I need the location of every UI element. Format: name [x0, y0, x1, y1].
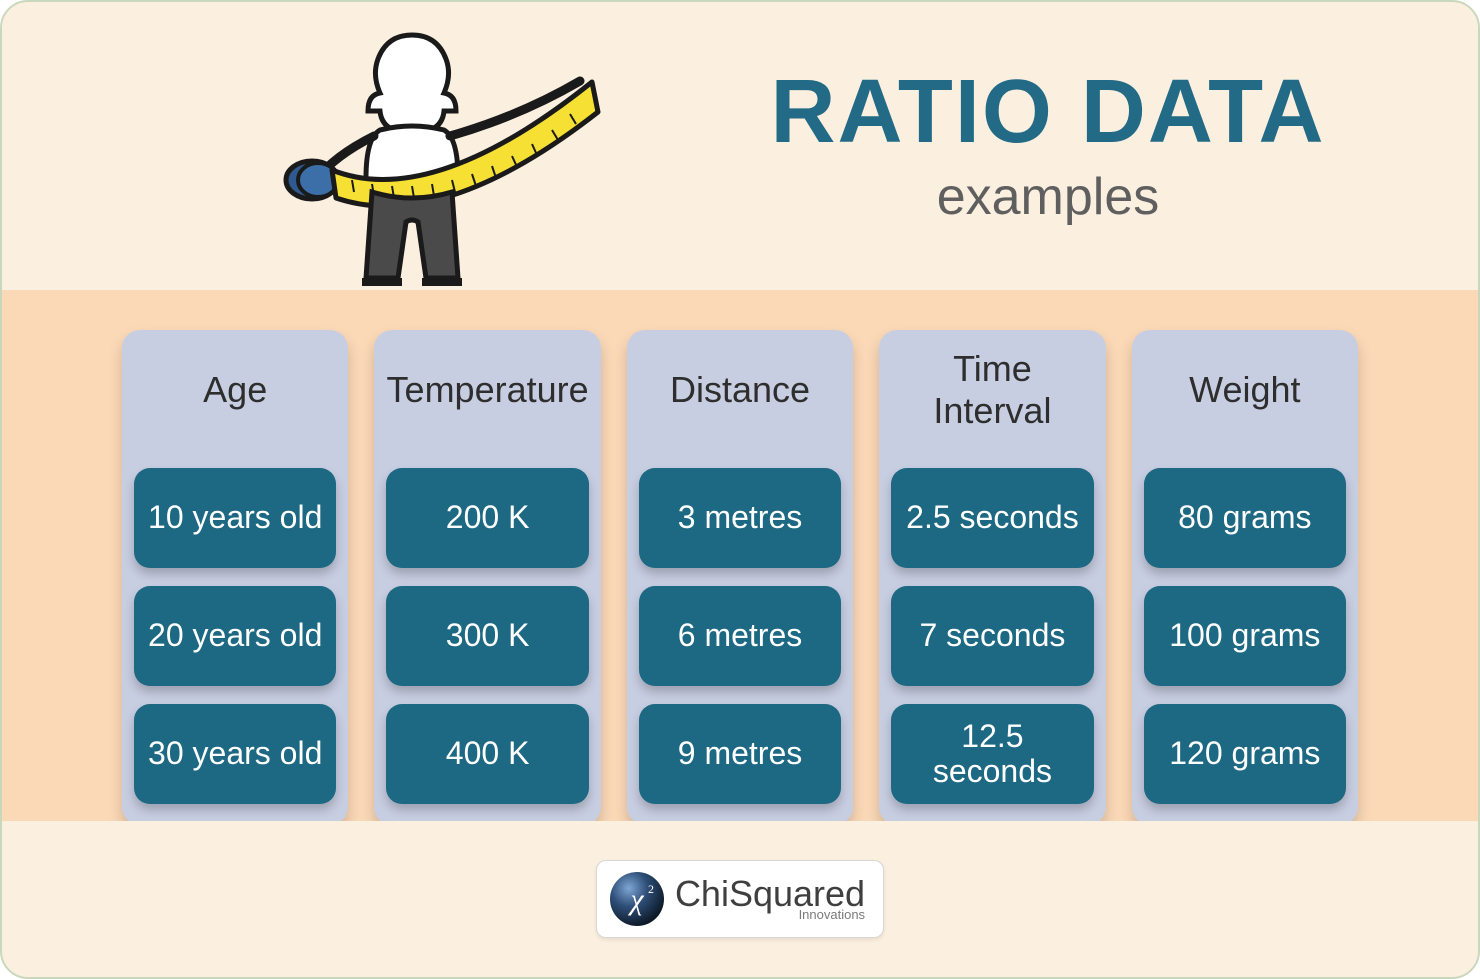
example-pill: 200 K	[386, 468, 588, 568]
footer-region: χ 2 ChiSquared Innovations	[2, 821, 1478, 977]
example-pill: 2.5 seconds	[891, 468, 1093, 568]
categories-row: Age 10 years old 20 years old 30 years o…	[2, 290, 1478, 825]
category-title: Weight	[1144, 330, 1346, 450]
example-pill: 12.5 seconds	[891, 704, 1093, 804]
example-pill: 10 years old	[134, 468, 336, 568]
category-title: Temperature	[386, 330, 588, 450]
page-title: RATIO DATA	[698, 67, 1398, 157]
example-pill: 80 grams	[1144, 468, 1346, 568]
svg-text:2: 2	[648, 882, 654, 896]
brand-name: ChiSquared	[675, 877, 865, 911]
example-pill: 300 K	[386, 586, 588, 686]
example-pill: 30 years old	[134, 704, 336, 804]
svg-text:χ: χ	[627, 883, 644, 916]
brand-logo: χ 2 ChiSquared Innovations	[596, 860, 884, 938]
category-card-weight: Weight 80 grams 100 grams 120 grams	[1132, 330, 1358, 825]
category-title: Time Interval	[891, 330, 1093, 450]
category-card-distance: Distance 3 metres 6 metres 9 metres	[627, 330, 853, 825]
tape-measure-person-icon	[262, 20, 622, 290]
example-pill: 100 grams	[1144, 586, 1346, 686]
example-pill: 20 years old	[134, 586, 336, 686]
example-pill: 7 seconds	[891, 586, 1093, 686]
brand-text-group: ChiSquared Innovations	[675, 877, 865, 922]
page-subtitle: examples	[698, 167, 1398, 227]
chi-squared-sphere-icon: χ 2	[607, 869, 667, 929]
example-pill: 120 grams	[1144, 704, 1346, 804]
category-card-temperature: Temperature 200 K 300 K 400 K	[374, 330, 600, 825]
category-card-time-interval: Time Interval 2.5 seconds 7 seconds 12.5…	[879, 330, 1105, 825]
example-pill: 6 metres	[639, 586, 841, 686]
title-block: RATIO DATA examples	[698, 67, 1398, 227]
category-title: Age	[134, 330, 336, 450]
header-region: RATIO DATA examples	[2, 2, 1478, 290]
category-title: Distance	[639, 330, 841, 450]
category-card-age: Age 10 years old 20 years old 30 years o…	[122, 330, 348, 825]
example-pill: 400 K	[386, 704, 588, 804]
example-pill: 9 metres	[639, 704, 841, 804]
example-pill: 3 metres	[639, 468, 841, 568]
infographic-frame: RATIO DATA examples Age 10 years old 20 …	[0, 0, 1480, 979]
